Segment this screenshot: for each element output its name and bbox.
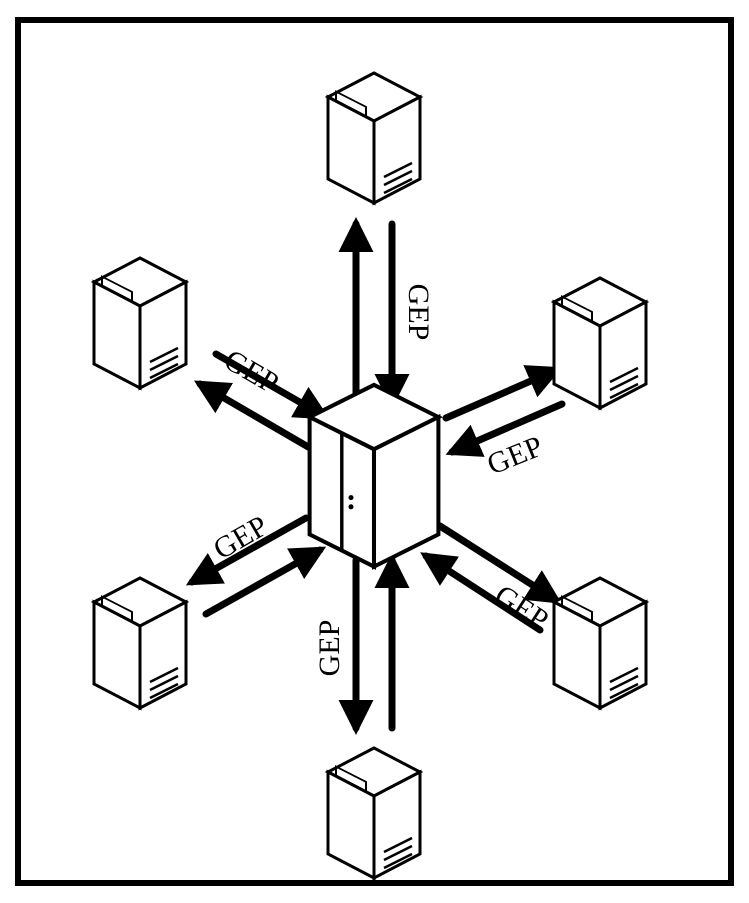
edge-label: GEP [402, 284, 435, 341]
server-icon [310, 385, 439, 567]
computer-icon [94, 578, 186, 708]
edge-arrow [440, 526, 556, 600]
edge-label: GEP [313, 620, 346, 677]
computer-icon [94, 258, 186, 388]
computer-icon [328, 73, 420, 203]
nodes-layer [94, 73, 646, 878]
computer-icon [328, 748, 420, 878]
computer-icon [554, 578, 646, 708]
edge-label: GEP [219, 343, 285, 400]
network-diagram: GEPGEPGEPGEPGEPGEP [0, 0, 749, 903]
edge-label: GEP [489, 579, 555, 638]
computer-icon [554, 278, 646, 408]
edge-arrow [200, 384, 310, 448]
